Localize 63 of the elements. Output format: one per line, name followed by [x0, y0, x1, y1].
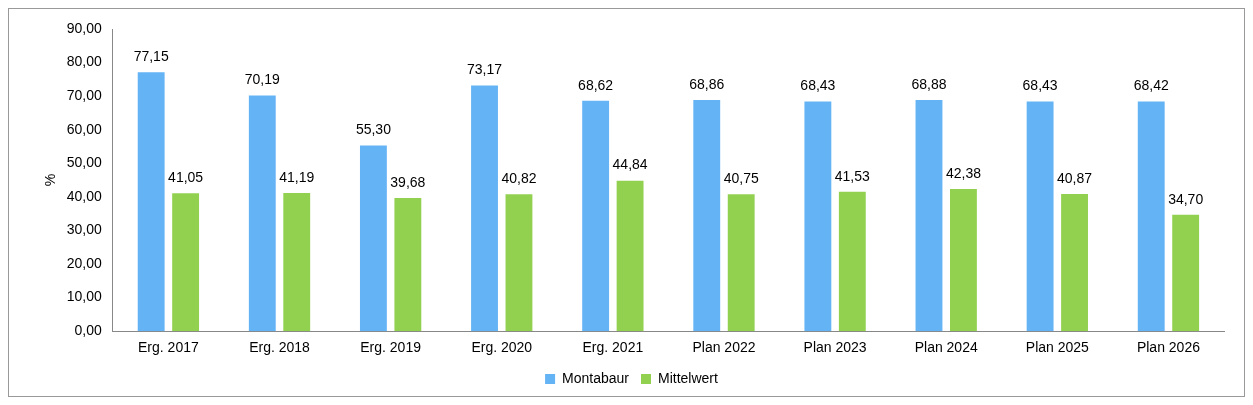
data-label: 41,19 — [279, 168, 315, 185]
bar — [804, 101, 832, 332]
data-label: 68,43 — [1022, 77, 1058, 94]
x-tick-label: Plan 2022 — [692, 339, 756, 356]
data-label: 40,82 — [501, 169, 537, 186]
data-label: 55,30 — [355, 121, 392, 138]
data-label: 39,68 — [390, 173, 426, 190]
x-tick-label: Erg. 2017 — [138, 339, 199, 356]
data-label: 40,75 — [723, 170, 759, 187]
bar — [471, 85, 498, 332]
data-label: 41,53 — [834, 167, 871, 184]
bar — [137, 72, 165, 332]
x-tick-label: Erg. 2018 — [249, 339, 311, 356]
x-tick-label: Plan 2023 — [803, 339, 867, 356]
data-label: 34,70 — [1168, 190, 1204, 207]
bar — [582, 100, 610, 332]
bar — [505, 194, 533, 332]
x-tick-label: Erg. 2021 — [582, 339, 644, 356]
data-label: 68,86 — [689, 75, 725, 92]
x-tick-label: Plan 2026 — [1136, 339, 1201, 356]
y-tick-label: 70,00 — [66, 87, 103, 104]
bar — [172, 193, 200, 332]
bar — [1061, 193, 1088, 332]
bar — [394, 197, 422, 332]
data-label: 68,43 — [800, 77, 836, 94]
y-tick-label: 60,00 — [66, 120, 103, 137]
y-tick-label: 20,00 — [66, 254, 103, 271]
bar — [359, 145, 387, 332]
bar — [616, 180, 644, 332]
data-label: 68,88 — [911, 75, 947, 92]
x-tick-label: Erg. 2020 — [471, 339, 533, 356]
y-tick-label: 80,00 — [66, 53, 103, 70]
data-label: 44,84 — [612, 156, 648, 173]
y-axis-title: % — [42, 173, 59, 187]
data-label: 70,19 — [244, 71, 281, 88]
bar — [1172, 214, 1200, 332]
data-label: 42,38 — [945, 164, 982, 181]
data-label: 73,17 — [467, 61, 503, 78]
bar — [283, 192, 311, 332]
y-tick-label: 30,00 — [66, 221, 103, 238]
x-tick-label: Plan 2024 — [914, 339, 978, 356]
bar — [950, 188, 977, 332]
legend-label: Mittelwert — [658, 369, 719, 386]
y-tick-label: 90,00 — [66, 19, 103, 36]
bar — [1026, 101, 1054, 332]
x-tick-label: Erg. 2019 — [360, 339, 422, 356]
y-tick-label: 50,00 — [66, 154, 103, 171]
x-tick-label: Plan 2025 — [1025, 339, 1090, 356]
y-tick-label: 10,00 — [66, 288, 103, 305]
bar — [727, 194, 755, 332]
legend-label: Montabaur — [562, 369, 630, 386]
bar — [1137, 101, 1165, 332]
bar — [915, 99, 943, 332]
data-label: 68,62 — [578, 76, 614, 93]
data-label: 40,87 — [1057, 169, 1093, 186]
bar — [693, 99, 721, 332]
data-label: 41,05 — [168, 169, 204, 186]
y-tick-label: 40,00 — [66, 187, 103, 204]
bar — [838, 191, 866, 332]
data-label: 68,42 — [1133, 77, 1169, 94]
bar — [248, 95, 276, 332]
y-tick-label: 0,00 — [74, 322, 103, 339]
data-label: 77,15 — [133, 48, 169, 65]
